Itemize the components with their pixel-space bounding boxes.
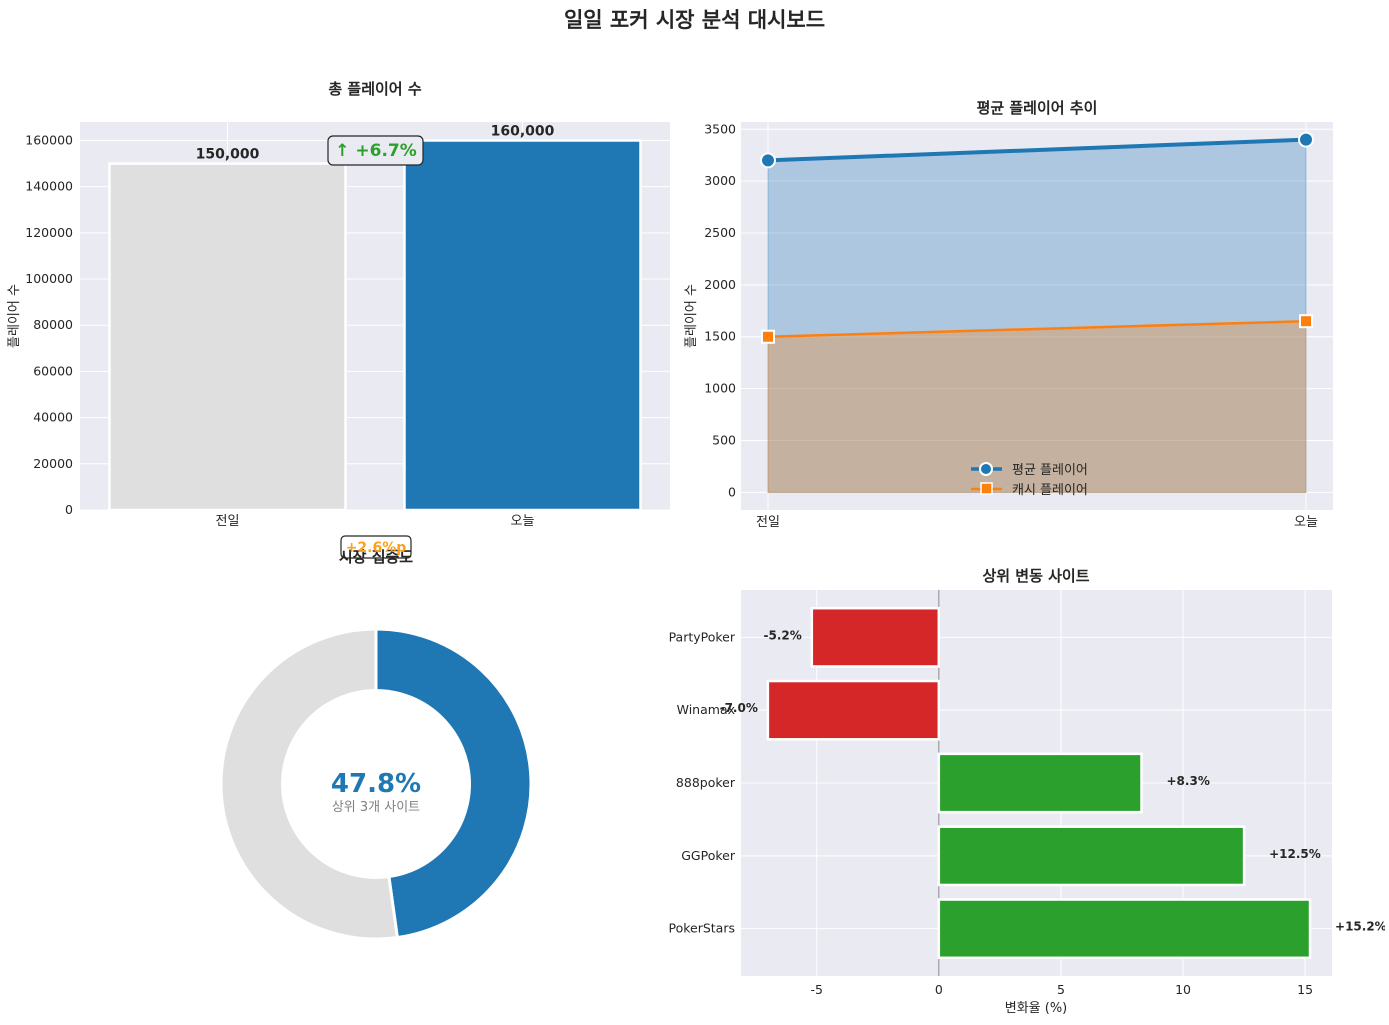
y-tick-label: 3500	[704, 121, 736, 136]
y-tick-label: 80000	[33, 317, 73, 332]
y-tick-label: 160000	[25, 132, 73, 147]
chart-title: 평균 플레이어 추이	[977, 99, 1098, 117]
chart-title: 시장 집중도	[339, 548, 413, 566]
mover-bar	[766, 679, 941, 741]
x-axis-label: 변화율 (%)	[1005, 1001, 1068, 1016]
mover-bar	[810, 606, 941, 668]
y-tick-label: 888poker	[676, 775, 736, 790]
x-tick-label: -5	[810, 982, 822, 997]
point-cash-players	[1299, 314, 1313, 329]
center-value: 47.8%	[331, 769, 421, 799]
x-tick-label: 오늘	[1294, 515, 1318, 530]
donut-hole	[281, 689, 471, 879]
y-axis-label: 플레이어 수	[7, 284, 22, 348]
line-avg-players	[767, 137, 1307, 163]
point-cash-players	[761, 329, 775, 344]
legend-label-avg: 평균 플레이어	[1012, 463, 1088, 478]
y-tick-label: 2500	[704, 225, 736, 240]
x-tick-label: 전일	[756, 515, 780, 530]
y-tick-label: 100000	[25, 271, 73, 286]
y-tick-label: 60000	[33, 363, 73, 378]
legend-label-cash: 캐시 플레이어	[1012, 483, 1088, 498]
bar-value-label: +8.3%	[1167, 774, 1210, 788]
line-cash-players	[767, 319, 1307, 338]
chart-title: 총 플레이어 수	[328, 80, 421, 98]
y-tick-label: 3000	[704, 173, 736, 188]
bar-yesterday	[108, 162, 347, 512]
x-tick-label: 10	[1175, 982, 1191, 997]
legend-marker-square	[980, 482, 993, 495]
change-badge: ↑ +6.7%	[327, 135, 424, 166]
center-label: 상위 3개 사이트	[332, 800, 420, 815]
mover-bar	[937, 898, 1312, 960]
x-tick-label: 15	[1297, 982, 1313, 997]
x-tick-label: 0	[935, 982, 943, 997]
market-concentration-chart: 시장 집중도 +2.6%p 47.8% 상위 3개 사이트	[219, 535, 533, 941]
bar-value-label: +15.2%	[1335, 920, 1385, 934]
y-axis-label: 플레이어 수	[684, 284, 699, 348]
y-tick-label: GGPoker	[681, 848, 736, 863]
bar-value-label: -5.2%	[764, 628, 802, 642]
y-tick-label: PokerStars	[668, 921, 735, 936]
bar-today	[403, 139, 642, 512]
bar-value-label: +12.5%	[1269, 847, 1321, 861]
legend: 평균 플레이어 캐시 플레이어	[971, 462, 1088, 498]
y-tick-label: 500	[712, 432, 736, 447]
total-players-chart: 0 20000 40000 60000 80000 100000 120000 140000 1…	[7, 80, 670, 529]
concentration-change-badge: +2.6%p	[340, 535, 412, 559]
legend-marker-circle	[979, 462, 993, 476]
chart-title: 상위 변동 사이트	[982, 567, 1089, 585]
bar-value-label: 150,000	[196, 147, 260, 163]
concentration-badge-text: +2.6%p	[346, 540, 407, 556]
point-avg-players	[1298, 131, 1314, 148]
bar-value-label: -7.0%	[720, 701, 758, 715]
mover-bar	[937, 752, 1143, 814]
y-tick-label: 2000	[704, 277, 736, 292]
x-tick-label: 오늘	[511, 514, 535, 529]
y-tick-label: 120000	[25, 225, 73, 240]
y-tick-label: 1000	[704, 381, 736, 396]
y-tick-label: 0	[728, 484, 736, 499]
bar-value-label: 160,000	[491, 123, 555, 139]
dashboard-title: 일일 포커 시장 분석 대시보드	[563, 8, 826, 32]
y-tick-label: 40000	[33, 410, 73, 425]
x-tick-label: 5	[1057, 982, 1065, 997]
top-movers-chart: PokerStars GGPoker 888poker Winamax PartyPok…	[668, 567, 1385, 1016]
y-tick-label: 0	[65, 502, 73, 517]
mover-bar	[937, 825, 1246, 887]
y-tick-label: PartyPoker	[669, 629, 736, 644]
change-badge-text: ↑ +6.7%	[335, 141, 417, 161]
y-tick-label: 1500	[704, 329, 736, 344]
point-avg-players	[760, 152, 776, 169]
y-tick-label: Winamax	[677, 702, 735, 717]
x-tick-label: 전일	[216, 514, 240, 529]
average-players-chart: 0 500 1000 1500 2000 2500 3000 3500 전일 오늘 평균 플레이…	[684, 99, 1333, 530]
y-tick-label: 140000	[25, 179, 73, 194]
y-tick-label: 20000	[33, 456, 73, 471]
plot-background	[741, 122, 1333, 510]
